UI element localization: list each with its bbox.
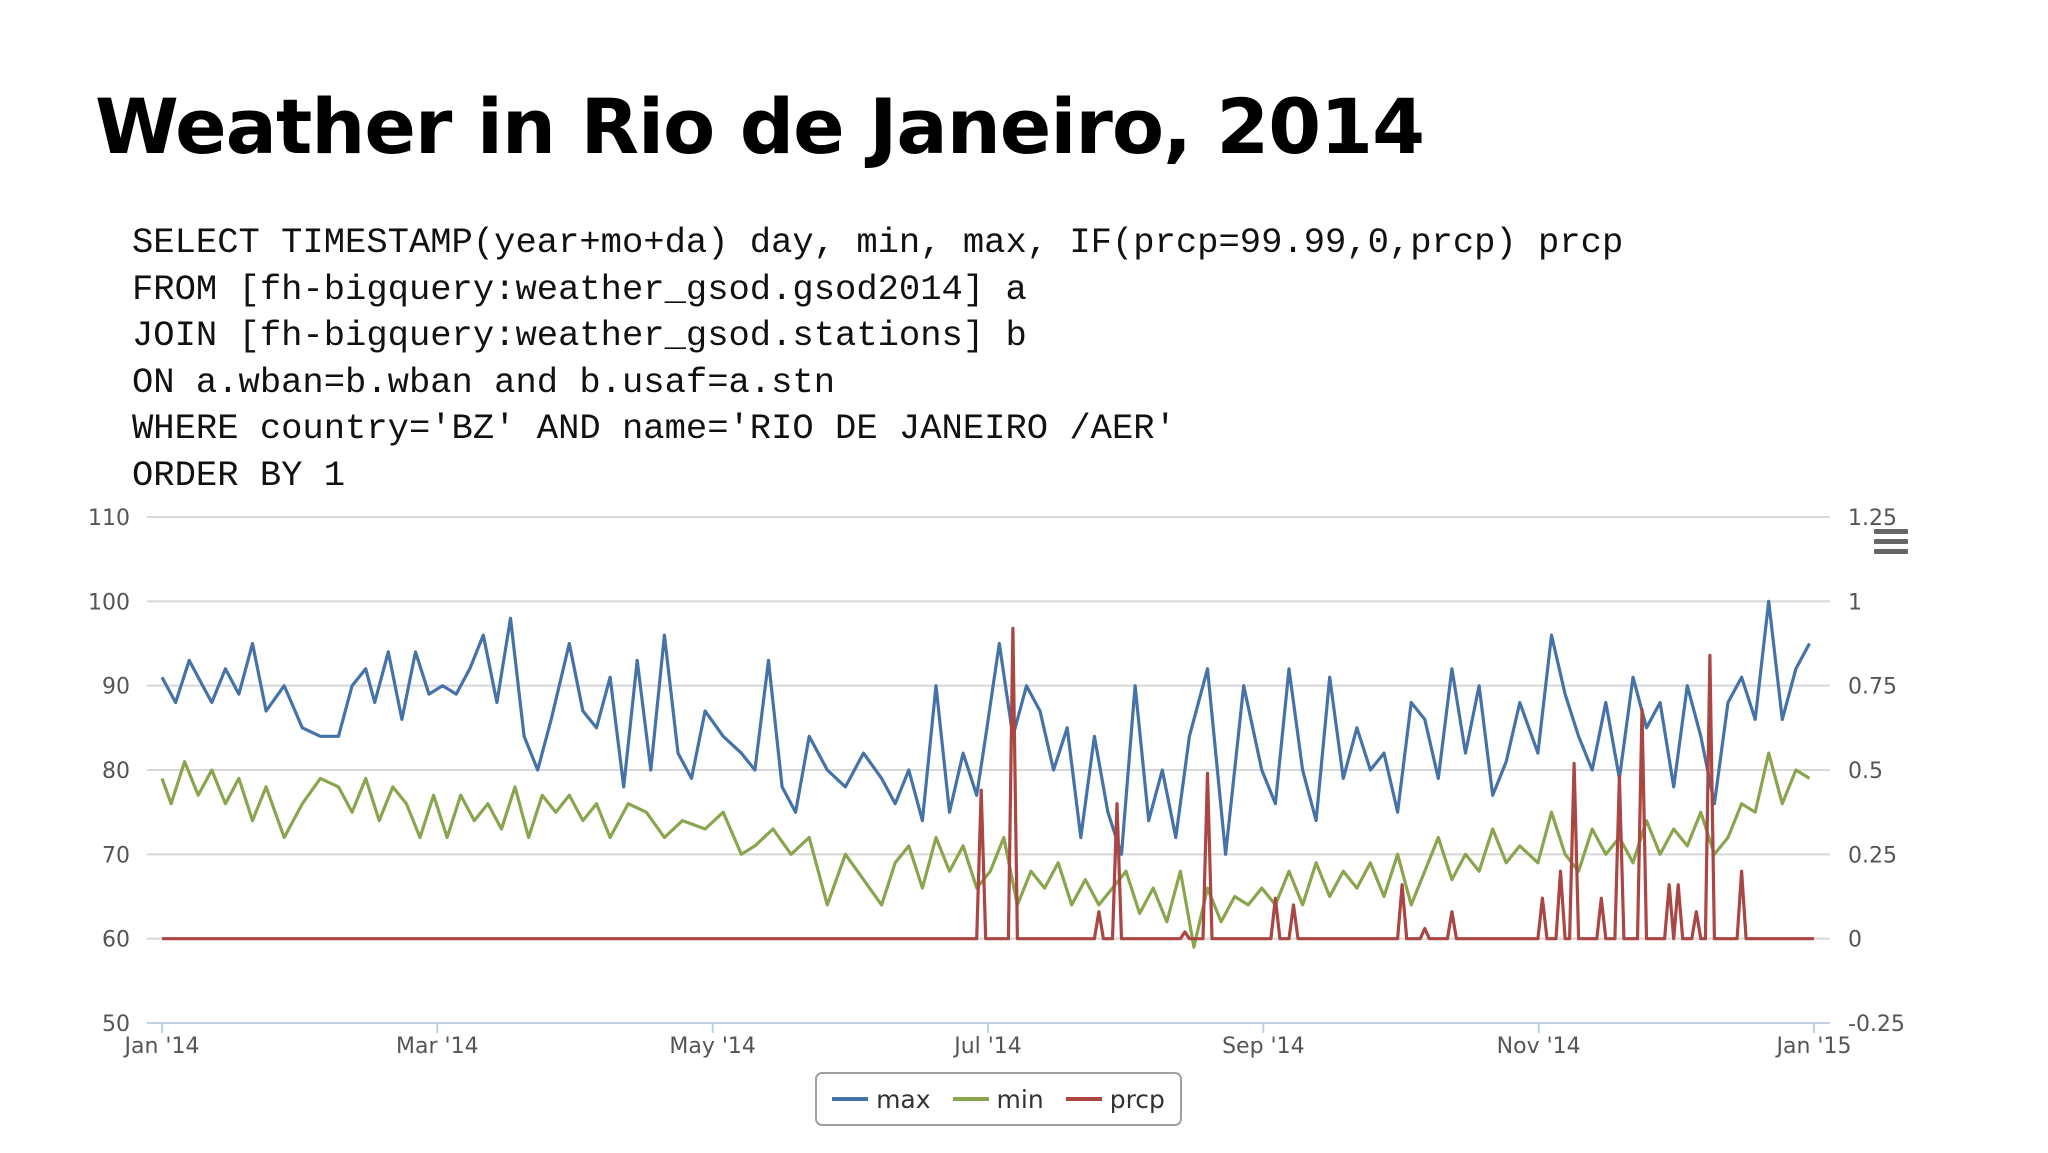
legend-swatch: [1065, 1097, 1102, 1101]
y-right-tick-label: 1: [1848, 590, 1862, 615]
y-left-tick-label: 90: [102, 675, 130, 700]
sql-line: JOIN [fh-bigquery:weather_gsod.stations]…: [132, 315, 1027, 356]
hamburger-menu-icon-bar: [1874, 539, 1908, 544]
gridlines: [147, 516, 1830, 1024]
legend-item-max[interactable]: max: [832, 1084, 931, 1114]
series-lines[interactable]: [160, 599, 1814, 949]
y-left-tick-label: 60: [102, 928, 130, 953]
legend-item-min[interactable]: min: [952, 1084, 1044, 1114]
y-right-tick-label: 0.25: [1848, 843, 1897, 868]
series-line-prcp[interactable]: [162, 626, 1814, 941]
series-line-min[interactable]: [160, 751, 1811, 949]
y-right-tick-label: 0: [1848, 928, 1862, 953]
sql-line: FROM [fh-bigquery:weather_gsod.gsod2014]…: [132, 268, 1027, 310]
y-right-tick-label: -0.25: [1848, 1012, 1905, 1037]
series-line-max[interactable]: [160, 599, 1811, 856]
slide-title: Weather in Rio de Janeiro, 2014: [95, 82, 1425, 171]
hamburger-menu-icon-bar: [1874, 549, 1908, 554]
sql-query-block: SELECT TIMESTAMP(year+mo+da) day, min, m…: [132, 220, 1623, 499]
y-right-tick-label: 0.5: [1848, 759, 1883, 784]
y-left-tick-label: 100: [88, 590, 130, 615]
x-tick-label: May '14: [669, 1034, 756, 1059]
legend-swatch: [832, 1097, 869, 1101]
axes: 50 60 70 80 90 100 110 -0.25 0 0.25 0.5 0.75 1 1.25 Ja…: [88, 506, 1905, 1059]
chart-svg: 50 60 70 80 90 100 110 -0.25 0 0.25 0.5 0.75 1 1.25 Ja…: [88, 506, 1905, 1059]
hamburger-menu-icon-bar: [1874, 529, 1908, 534]
sql-line: ORDER BY 1: [132, 454, 346, 496]
legend-label: max: [876, 1084, 931, 1114]
legend-label: prcp: [1109, 1084, 1165, 1114]
y-right-tick-label: 0.75: [1848, 675, 1897, 700]
sql-line: WHERE country='BZ' AND name='RIO DE JANE…: [132, 408, 1176, 449]
x-tick-label: Nov '14: [1497, 1034, 1581, 1059]
y-left-tick-label: 110: [88, 506, 130, 531]
sql-line: ON a.wban=b.wban and b.usaf=a.stn: [132, 361, 836, 403]
chart-menu-button[interactable]: [1872, 527, 1912, 559]
legend-swatch: [952, 1097, 989, 1101]
legend-label: min: [996, 1084, 1044, 1114]
x-tick-label: Sep '14: [1222, 1034, 1305, 1059]
y-right-tick-label: 1.25: [1848, 506, 1897, 531]
x-tick-label: Jan '15: [1775, 1034, 1852, 1059]
weather-line-chart: 50 60 70 80 90 100 110 -0.25 0 0.25 0.5 0.75 1 1.25 Ja…: [0, 500, 2048, 1153]
x-tick-label: Jul '14: [952, 1034, 1022, 1059]
legend-item-prcp[interactable]: prcp: [1065, 1084, 1165, 1114]
x-tick-label: Mar '14: [396, 1034, 479, 1059]
chart-legend: max min prcp: [815, 1072, 1182, 1126]
y-left-tick-label: 80: [102, 759, 130, 784]
sql-line: SELECT TIMESTAMP(year+mo+da) day, min, m…: [132, 222, 1624, 263]
y-left-tick-label: 70: [102, 843, 130, 868]
y-left-tick-label: 50: [102, 1012, 130, 1037]
x-tick-label: Jan '14: [123, 1034, 200, 1059]
